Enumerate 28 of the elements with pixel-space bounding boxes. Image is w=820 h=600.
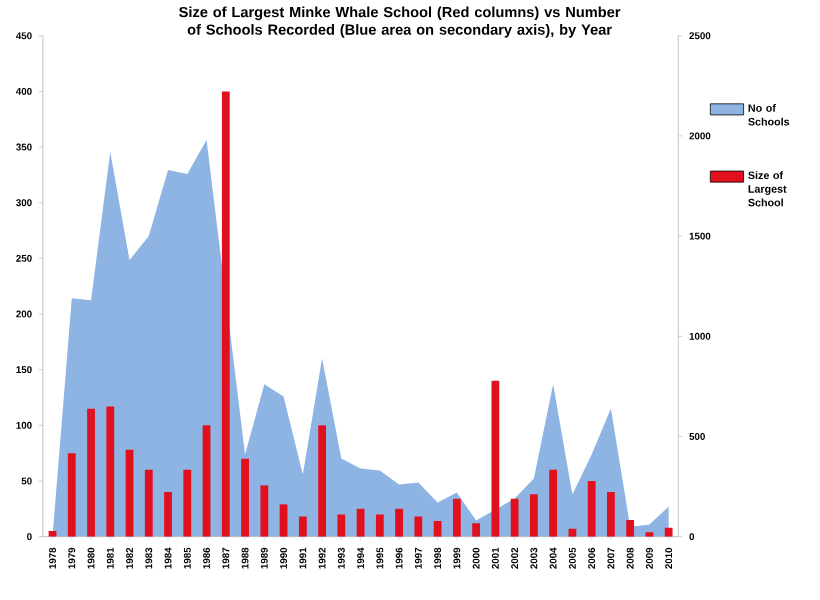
- bar: [529, 493, 538, 537]
- bar: [510, 498, 519, 537]
- bar: [298, 516, 307, 537]
- bar: [67, 452, 76, 537]
- bar: [472, 522, 481, 537]
- bar: [452, 498, 461, 537]
- bar: [375, 513, 384, 537]
- bar: [183, 469, 192, 537]
- bar: [144, 469, 153, 537]
- bar: [241, 458, 249, 537]
- bar: [607, 491, 615, 537]
- bar: [433, 520, 442, 537]
- bar: [491, 380, 500, 537]
- bar: [395, 508, 403, 537]
- bar: [87, 408, 95, 537]
- bar: [260, 484, 269, 537]
- bar: [106, 405, 115, 537]
- bar: [337, 513, 346, 537]
- bar: [587, 480, 596, 537]
- bar: [549, 469, 558, 537]
- bar: [202, 424, 211, 537]
- bar: [164, 491, 172, 537]
- bar: [626, 519, 635, 537]
- bar: [318, 424, 326, 537]
- bar: [414, 516, 423, 537]
- bar: [221, 90, 230, 537]
- bar: [664, 527, 673, 537]
- bar: [568, 528, 577, 537]
